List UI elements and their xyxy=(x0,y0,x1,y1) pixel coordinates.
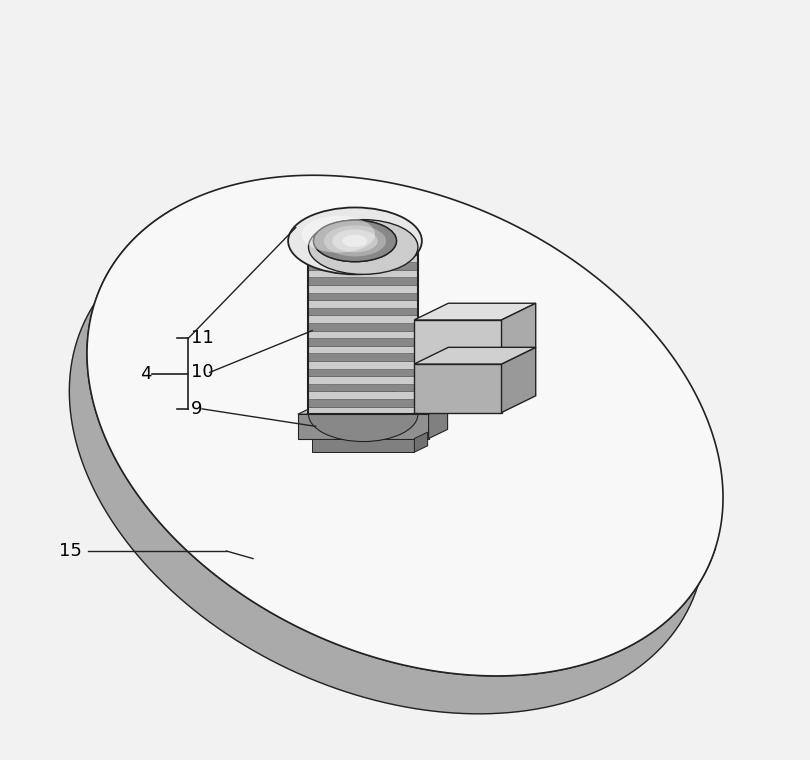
Text: 11: 11 xyxy=(190,329,213,347)
Text: 4: 4 xyxy=(140,365,152,382)
Bar xyxy=(309,315,418,323)
Polygon shape xyxy=(501,303,535,364)
Bar xyxy=(309,399,418,407)
Ellipse shape xyxy=(309,387,418,442)
Polygon shape xyxy=(414,320,501,364)
Polygon shape xyxy=(414,364,501,413)
Ellipse shape xyxy=(332,230,377,252)
Bar xyxy=(309,346,418,353)
Text: 10: 10 xyxy=(190,363,213,382)
Bar xyxy=(309,247,418,255)
Bar xyxy=(309,285,418,293)
Polygon shape xyxy=(501,347,535,413)
Text: 9: 9 xyxy=(190,400,202,418)
Bar xyxy=(309,262,418,270)
Bar xyxy=(309,407,418,414)
Bar xyxy=(309,391,418,399)
Polygon shape xyxy=(428,405,448,439)
Bar xyxy=(309,361,418,369)
Bar xyxy=(309,308,418,315)
Ellipse shape xyxy=(343,235,368,247)
Ellipse shape xyxy=(309,220,418,274)
Bar xyxy=(309,353,418,361)
Bar xyxy=(309,300,418,308)
Bar xyxy=(309,376,418,384)
Polygon shape xyxy=(298,414,428,439)
Polygon shape xyxy=(298,405,448,414)
Bar xyxy=(309,293,418,300)
Polygon shape xyxy=(312,439,415,452)
Ellipse shape xyxy=(324,226,386,256)
Bar xyxy=(309,384,418,391)
Text: 15: 15 xyxy=(59,542,82,560)
Bar xyxy=(309,369,418,376)
Polygon shape xyxy=(70,211,715,714)
Polygon shape xyxy=(415,432,428,452)
Polygon shape xyxy=(70,211,715,714)
Ellipse shape xyxy=(313,220,396,261)
Ellipse shape xyxy=(313,220,396,261)
Ellipse shape xyxy=(288,207,422,274)
Bar xyxy=(309,331,418,338)
Polygon shape xyxy=(87,176,723,676)
Bar xyxy=(309,277,418,285)
Polygon shape xyxy=(414,347,535,364)
Ellipse shape xyxy=(301,216,375,252)
Bar xyxy=(309,323,418,331)
Bar xyxy=(309,255,418,262)
Polygon shape xyxy=(414,303,535,320)
Bar xyxy=(309,247,418,414)
Bar xyxy=(309,338,418,346)
Bar xyxy=(309,270,418,277)
